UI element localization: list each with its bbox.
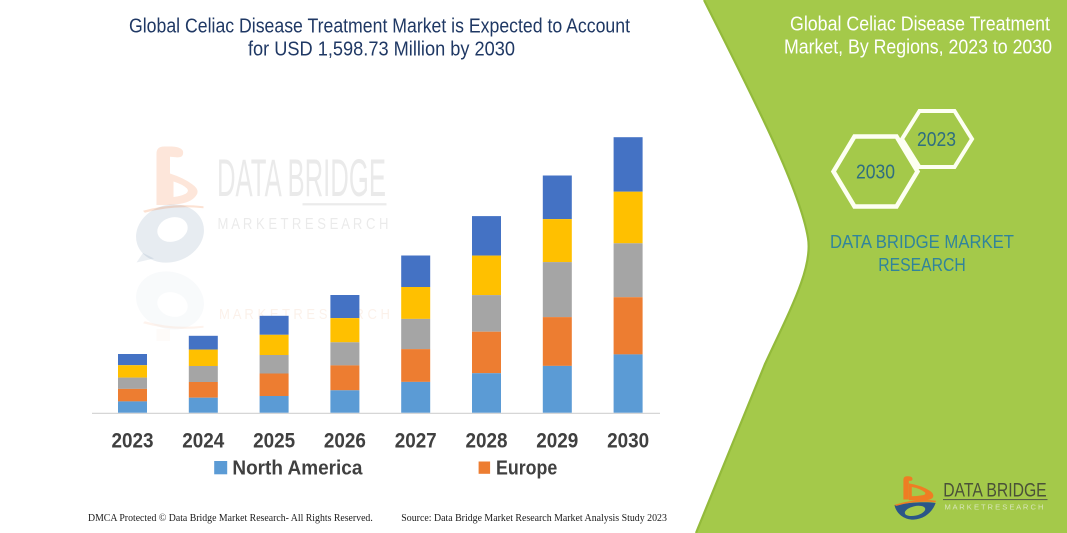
svg-text:North America: North America	[232, 457, 363, 480]
svg-text:DATA BRIDGE: DATA BRIDGE	[943, 481, 1046, 502]
svg-text:Global Celiac Disease Treatmen: Global Celiac Disease Treatment Market i…	[129, 16, 630, 38]
svg-text:2028: 2028	[466, 429, 508, 452]
svg-text:M A R K E T R E S E A R C H: M A R K E T R E S E A R C H	[219, 307, 390, 323]
svg-text:DMCA Protected © Data Bridge M: DMCA Protected © Data Bridge Market Rese…	[88, 513, 373, 524]
svg-text:2027: 2027	[395, 429, 437, 452]
svg-text:2029: 2029	[536, 429, 578, 452]
svg-text:RESEARCH: RESEARCH	[878, 254, 966, 275]
svg-text:2023: 2023	[112, 429, 154, 452]
svg-text:Source: Data Bridge Market Res: Source: Data Bridge Market Research Mark…	[401, 513, 667, 524]
svg-text:Global Celiac Disease Treatmen: Global Celiac Disease Treatment	[790, 14, 1050, 36]
svg-text:for USD 1,598.73 Million by 20: for USD 1,598.73 Million by 2030	[248, 39, 515, 61]
svg-text:2030: 2030	[856, 162, 895, 184]
svg-text:2030: 2030	[607, 429, 649, 452]
svg-text:M A R K E T R E S E A R C H: M A R K E T R E S E A R C H	[945, 502, 1044, 511]
svg-text:2025: 2025	[253, 429, 295, 452]
svg-text:2026: 2026	[324, 429, 366, 452]
svg-text:Market, By Regions, 2023 to 20: Market, By Regions, 2023 to 2030	[784, 37, 1052, 59]
svg-text:M A R K E T R E S E A R C H: M A R K E T R E S E A R C H	[218, 216, 389, 233]
svg-text:DATA BRIDGE MARKET: DATA BRIDGE MARKET	[830, 231, 1014, 252]
svg-text:DATA BRIDGE: DATA BRIDGE	[217, 149, 386, 208]
svg-text:2024: 2024	[182, 429, 224, 452]
svg-text:2023: 2023	[917, 129, 956, 151]
svg-text:Europe: Europe	[496, 458, 557, 480]
